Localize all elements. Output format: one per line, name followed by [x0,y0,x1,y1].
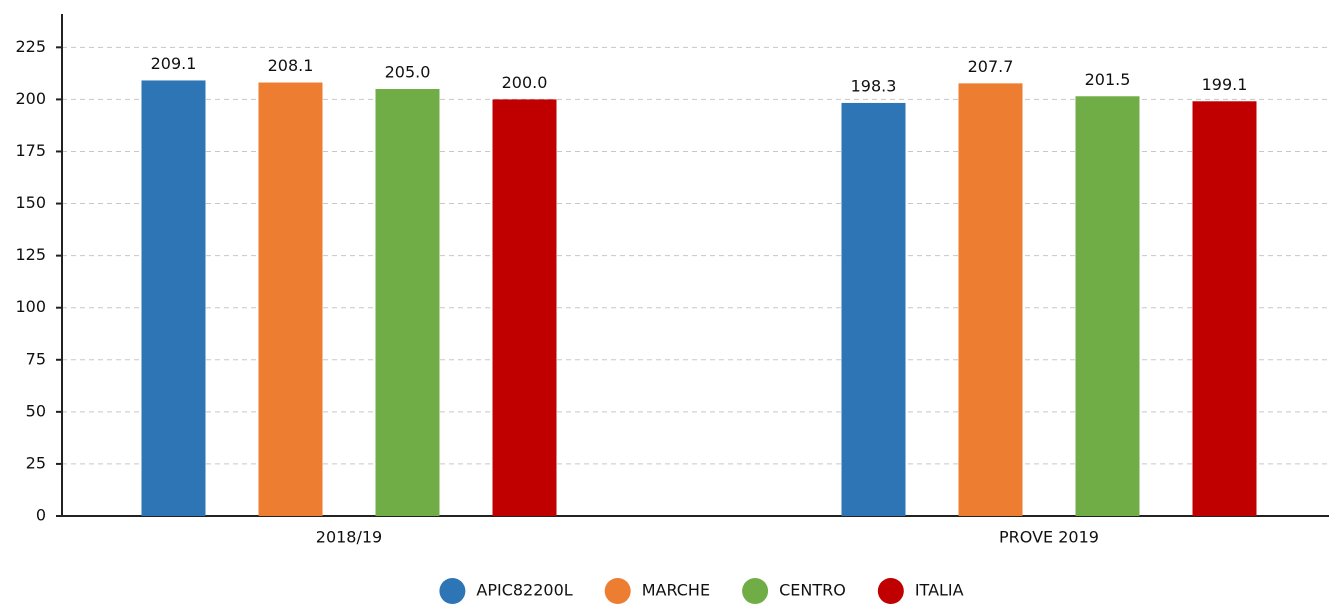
data-label: 208.1 [268,56,314,75]
bar [958,83,1023,516]
bar [375,88,440,516]
x-tick-label: PROVE 2019 [999,528,1099,547]
bar [1075,96,1140,516]
legend-label: MARCHE [642,581,710,600]
bar [258,82,323,517]
y-tick-label: 200 [15,89,46,108]
legend-marker [742,578,769,604]
legend-marker [439,578,466,604]
legend-label: ITALIA [915,581,964,600]
data-label: 209.1 [151,54,197,73]
y-tick-label: 75 [26,349,46,368]
x-tick-label: 2018/19 [316,528,382,547]
y-tick-label: 50 [26,401,46,420]
legend-label: CENTRO [779,581,846,600]
legend-marker [604,578,631,604]
data-label: 201.5 [1085,70,1131,89]
bar [1192,101,1257,517]
data-label: 199.1 [1202,75,1248,94]
y-tick-label: 0 [36,506,46,525]
data-label: 198.3 [851,76,897,95]
legend-label: APIC82200L [476,581,572,600]
y-tick-label: 125 [15,245,46,264]
y-tick-label: 25 [26,453,46,472]
y-tick-label: 100 [15,297,46,316]
y-tick-label: 150 [15,193,46,212]
data-label: 205.0 [385,62,431,81]
y-tick-label: 225 [15,37,46,56]
bar [141,80,206,517]
bar [841,102,906,516]
data-label: 207.7 [968,57,1014,76]
legend-marker [877,578,904,604]
data-label: 200.0 [502,73,548,92]
bar [492,99,557,516]
y-tick-label: 175 [15,141,46,160]
